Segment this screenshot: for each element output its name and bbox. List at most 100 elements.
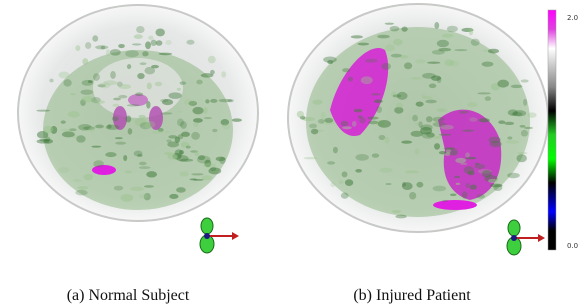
fiber-speck [168,92,181,99]
fiber-speck [450,150,458,156]
fiber-speck [227,99,233,102]
fiber-speck [91,146,101,148]
fiber-speck [440,125,454,130]
fiber-speck [81,89,94,94]
fiber-speck [112,104,119,107]
fiber-speck [162,99,173,105]
fiber-speck [36,110,50,112]
fiber-speck [527,112,536,118]
fiber-speck [186,40,194,45]
fiber-speck [488,179,498,183]
fiber-speck [142,51,148,56]
fiber-speck [352,121,357,127]
fiber-speck [93,100,105,104]
fiber-speck [318,119,325,124]
fiber-speck [151,40,157,46]
fiber-speck [125,50,139,57]
fiber-speck [191,173,204,175]
fiber-speck [85,42,91,49]
fiber-speck [475,164,486,169]
fiber-speck [204,117,213,119]
fiber-speck [379,168,392,173]
fiber-speck [195,151,199,156]
fiber-speck [434,22,439,29]
fiber-speck [324,118,333,123]
fiber-speck [119,84,132,89]
colorbar-min-label: 0.0 [567,242,578,250]
fiber-speck [341,121,349,127]
fiber-speck [482,61,494,66]
fiber-speck [105,152,116,157]
fiber-speck [140,62,147,65]
fiber-speck [511,85,523,89]
fiber-speck [62,131,75,137]
fiber-speck [84,174,94,181]
fiber-speck [180,121,187,129]
fiber-speck [312,100,323,105]
fiber-speck [479,118,490,122]
fiber-speck [420,127,432,135]
fiber-speck [136,26,144,33]
fiber-speck [437,108,447,112]
fiber-speck [106,125,120,130]
fiber-speck [164,131,170,133]
fiber-speck [88,127,94,132]
fiber-speck [385,44,395,51]
fiber-speck [431,75,441,80]
fiber-speck [49,79,53,83]
fiber-speck [342,171,348,177]
fiber-speck [485,96,491,101]
fiber-speck [63,79,71,87]
fiber-speck [397,92,408,100]
fiber-speck [77,186,88,190]
fiber-speck [146,101,150,109]
fiber-speck [148,36,153,40]
fiber-speck [139,162,147,166]
fiber-speck [159,53,173,56]
fiber-speck [145,122,151,129]
fiber-speck [152,131,164,134]
fiber-speck [454,176,460,178]
caption: (a) Normal Subject [67,287,190,304]
lesion [433,200,477,210]
fiber-speck [138,115,145,119]
fiber-speck [155,28,164,36]
fiber-speck [321,112,326,120]
fiber-speck [355,169,362,173]
fiber-speck [156,40,163,46]
fiber-speck [68,111,80,118]
fiber-speck [327,161,335,164]
fiber-speck [342,126,352,129]
fiber-speck [469,185,477,190]
fiber-speck [404,62,412,69]
fiber-speck [412,115,418,122]
fiber-speck [505,140,519,144]
fiber-speck [447,26,458,32]
fiber-speck [144,67,155,75]
fiber-speck [357,43,369,46]
fiber-speck [73,179,82,182]
fiber-speck [106,49,110,56]
fiber-speck [372,153,379,157]
fiber-speck [345,179,353,186]
fiber-speck [465,183,469,188]
fiber-speck [504,122,514,125]
fiber-speck [381,63,391,70]
fiber-speck [524,127,533,129]
fiber-speck [415,59,425,63]
fiber-speck [93,73,100,81]
fiber-speck [355,154,368,161]
fiber-speck [433,136,442,139]
fiber-speck [82,96,94,103]
fiber-speck [121,194,134,202]
fiber-speck [497,80,509,88]
fiber-speck [210,70,215,75]
fiber-speck [469,28,473,36]
fiber-speck [88,80,93,83]
fiber-speck [467,102,477,107]
orientation-glyph [200,218,239,253]
fiber-speck [126,116,132,123]
fiber-speck [205,99,209,103]
fiber-speck [442,200,448,202]
fiber-speck [95,125,104,129]
